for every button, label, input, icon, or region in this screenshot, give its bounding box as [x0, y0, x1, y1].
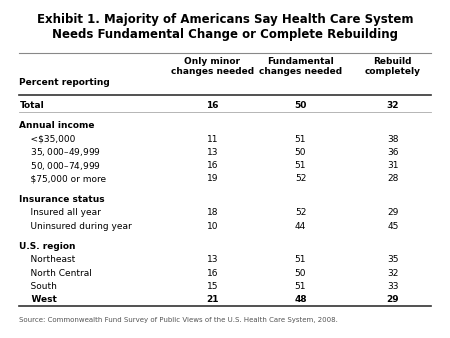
Text: Annual income: Annual income	[19, 121, 95, 130]
Text: Percent reporting: Percent reporting	[19, 78, 110, 88]
Text: 52: 52	[295, 208, 306, 217]
Text: 50: 50	[295, 269, 306, 278]
Text: Insured all year: Insured all year	[19, 208, 101, 217]
Text: 16: 16	[207, 269, 218, 278]
Text: 13: 13	[207, 256, 218, 264]
Text: 45: 45	[387, 222, 399, 231]
Text: 50: 50	[294, 101, 307, 110]
Text: 50: 50	[295, 148, 306, 157]
Text: West: West	[19, 295, 57, 304]
Text: 38: 38	[387, 135, 399, 144]
Text: 36: 36	[387, 148, 399, 157]
Text: Total: Total	[19, 101, 44, 110]
Text: 44: 44	[295, 222, 306, 231]
Text: 13: 13	[207, 148, 218, 157]
Text: 51: 51	[295, 161, 306, 170]
Text: $75,000 or more: $75,000 or more	[19, 174, 107, 184]
Text: 51: 51	[295, 282, 306, 291]
Text: Exhibit 1. Majority of Americans Say Health Care System
Needs Fundamental Change: Exhibit 1. Majority of Americans Say Hea…	[37, 13, 413, 41]
Text: 31: 31	[387, 161, 399, 170]
Text: $50,000–$74,999: $50,000–$74,999	[19, 160, 102, 172]
Text: 29: 29	[387, 295, 399, 304]
Text: 33: 33	[387, 282, 399, 291]
Text: South: South	[19, 282, 57, 291]
Text: 15: 15	[207, 282, 218, 291]
Text: U.S. region: U.S. region	[19, 242, 76, 251]
Text: Only minor
changes needed: Only minor changes needed	[171, 57, 254, 76]
Text: Insurance status: Insurance status	[19, 195, 105, 204]
Text: 35: 35	[387, 256, 399, 264]
Text: 32: 32	[387, 101, 399, 110]
Text: $35,000–$49,999: $35,000–$49,999	[19, 146, 102, 159]
Text: 51: 51	[295, 135, 306, 144]
Text: 29: 29	[387, 208, 399, 217]
Text: Source: Commonwealth Fund Survey of Public Views of the U.S. Health Care System,: Source: Commonwealth Fund Survey of Publ…	[19, 317, 338, 323]
Text: 19: 19	[207, 174, 218, 184]
Text: North Central: North Central	[19, 269, 92, 278]
Text: Rebuild
completely: Rebuild completely	[365, 57, 421, 76]
Text: 10: 10	[207, 222, 218, 231]
Text: 28: 28	[387, 174, 399, 184]
Text: 18: 18	[207, 208, 218, 217]
Text: 16: 16	[206, 101, 219, 110]
Text: 32: 32	[387, 269, 399, 278]
Text: 11: 11	[207, 135, 218, 144]
Text: 21: 21	[206, 295, 219, 304]
Text: Uninsured during year: Uninsured during year	[19, 222, 132, 231]
Text: Fundamental
changes needed: Fundamental changes needed	[259, 57, 342, 76]
Text: 48: 48	[294, 295, 307, 304]
Text: 52: 52	[295, 174, 306, 184]
Text: 51: 51	[295, 256, 306, 264]
Text: 16: 16	[207, 161, 218, 170]
Text: Northeast: Northeast	[19, 256, 76, 264]
Text: <$35,000: <$35,000	[19, 135, 76, 144]
